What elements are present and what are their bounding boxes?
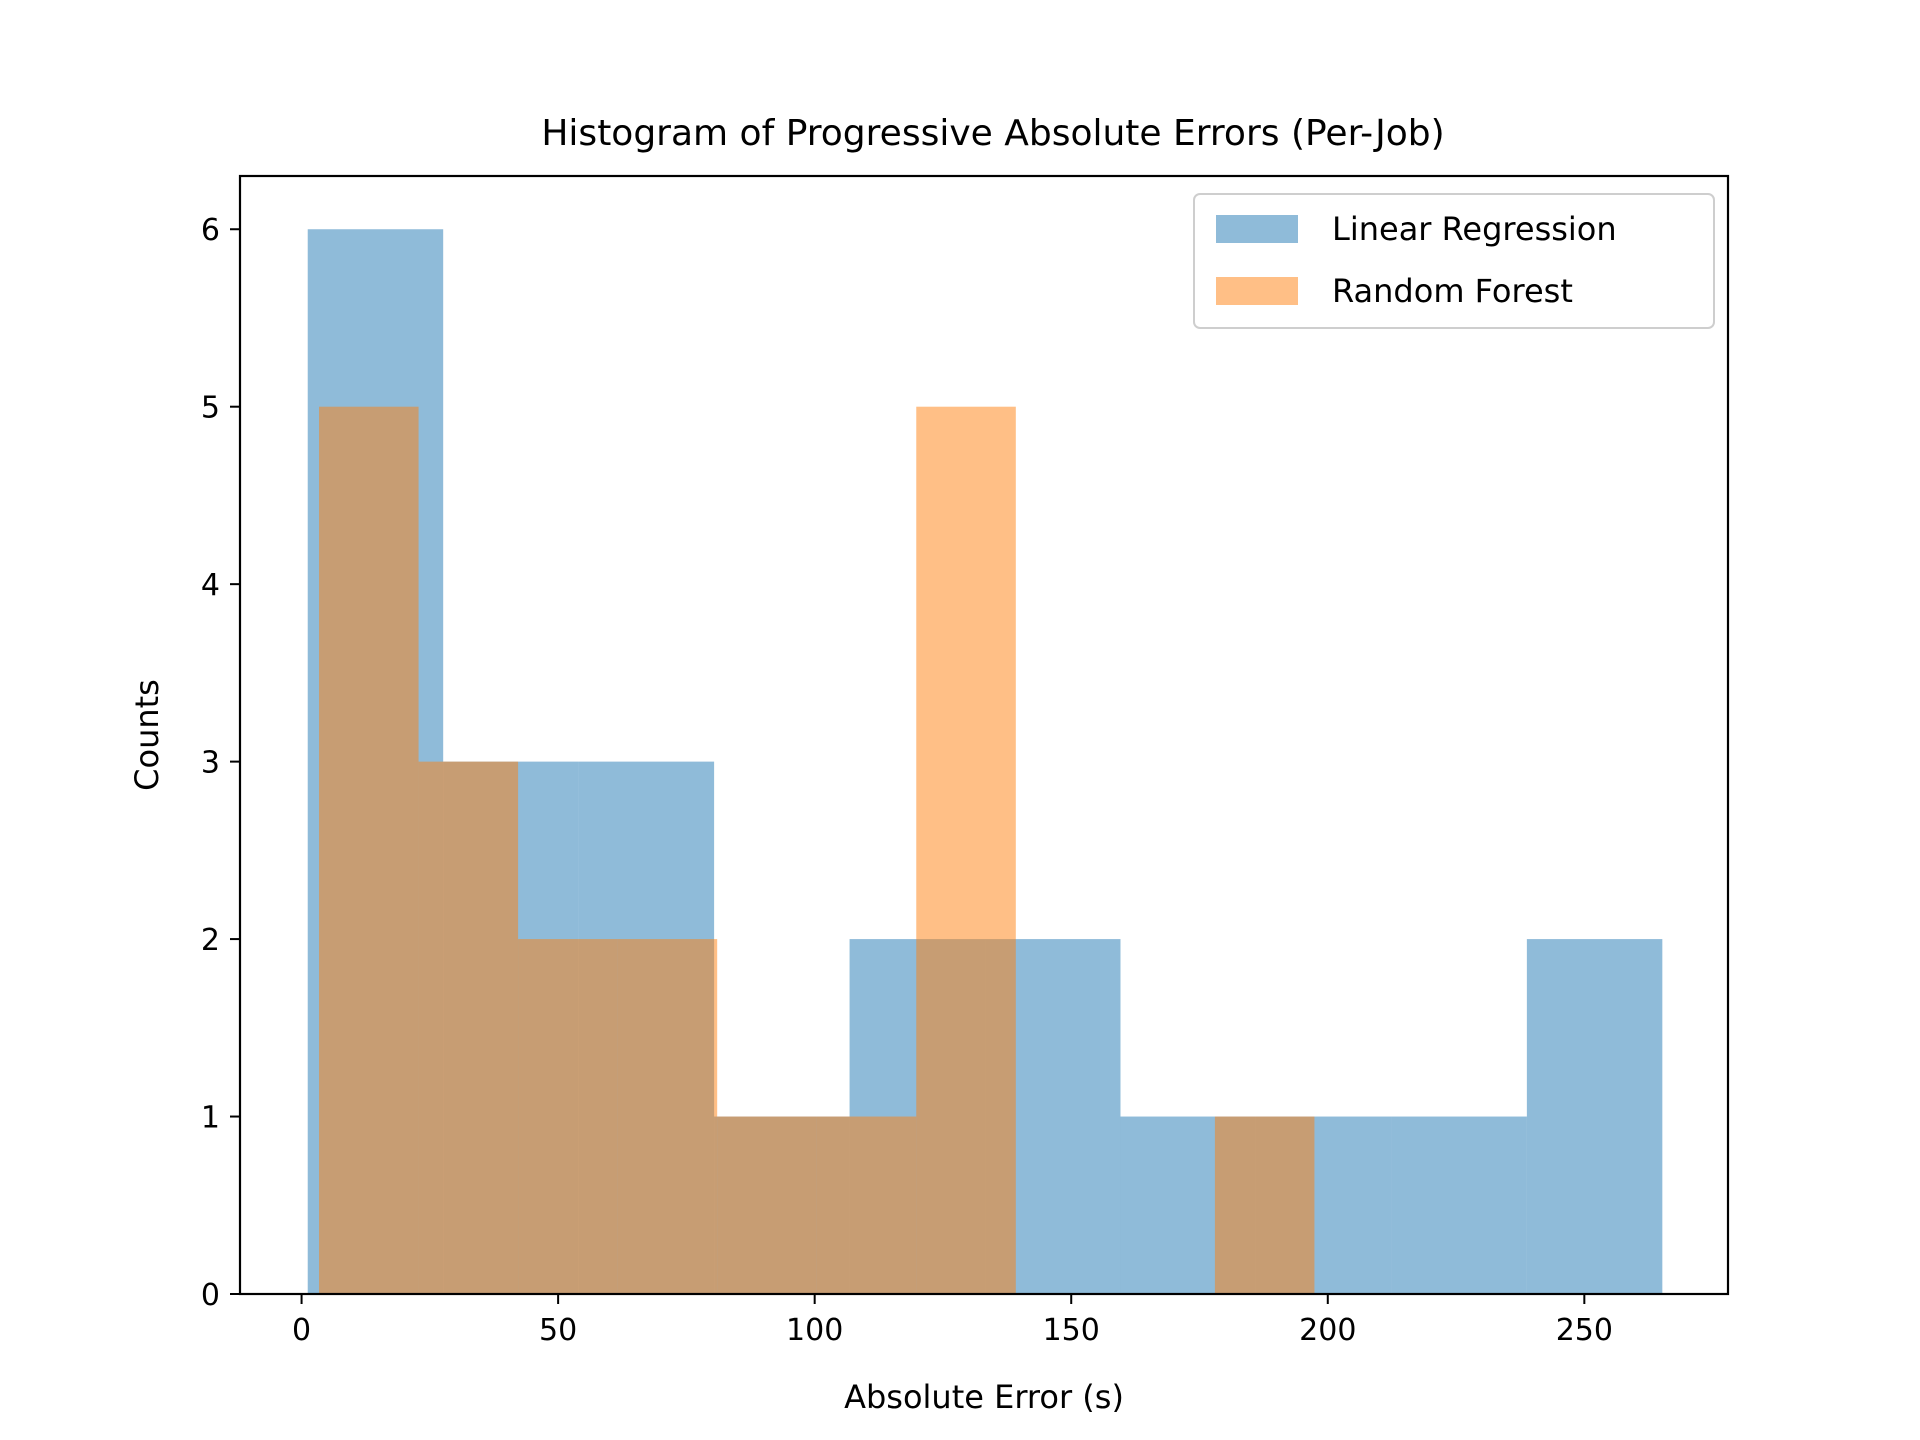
y-tick-label: 4: [201, 568, 220, 603]
x-tick-label: 150: [1043, 1313, 1100, 1348]
legend-swatch: [1216, 215, 1298, 243]
histogram-bar: [617, 939, 718, 1294]
x-axis-ticks: 0 50 100 150 200 250: [292, 1294, 1613, 1348]
axes-frame: [238, 174, 1730, 1296]
x-tick-label: 100: [786, 1313, 843, 1348]
histogram-bar: [816, 1116, 917, 1294]
y-tick-label: 2: [201, 923, 220, 958]
x-axis-label: Absolute Error (s): [844, 1378, 1124, 1416]
x-tick-label: 200: [1299, 1313, 1356, 1348]
histogram-bar: [518, 939, 618, 1294]
legend-swatch: [1216, 277, 1298, 305]
y-tick-label: 0: [201, 1278, 220, 1313]
x-tick-label: 0: [292, 1313, 311, 1348]
histogram-bar: [1214, 1116, 1315, 1294]
legend-label: Linear Regression: [1332, 210, 1617, 248]
histogram-bar: [1391, 1116, 1527, 1294]
y-tick-label: 6: [201, 213, 220, 248]
legend: Linear Regression Random Forest: [1193, 193, 1715, 329]
y-tick-label: 1: [201, 1101, 220, 1136]
histogram-bar: [717, 1116, 817, 1294]
bars-layer: [307, 229, 1663, 1295]
x-tick-label: 50: [539, 1313, 577, 1348]
chart-title: Histogram of Progressive Absolute Errors…: [541, 113, 1444, 154]
histogram-bar: [1526, 939, 1663, 1294]
series-2-bars: [319, 406, 1315, 1294]
histogram-bar: [916, 406, 1016, 1294]
x-tick-label: 250: [1556, 1313, 1613, 1348]
y-axis-label: Counts: [128, 679, 166, 791]
histogram-bar: [319, 406, 419, 1294]
legend-label: Random Forest: [1332, 272, 1573, 310]
y-tick-label: 3: [201, 746, 220, 781]
y-tick-label: 5: [201, 391, 220, 426]
legend-box: [1193, 193, 1715, 329]
y-axis-ticks: 0 1 2 3 4 5 6: [201, 213, 240, 1313]
histogram-bar: [418, 761, 519, 1294]
